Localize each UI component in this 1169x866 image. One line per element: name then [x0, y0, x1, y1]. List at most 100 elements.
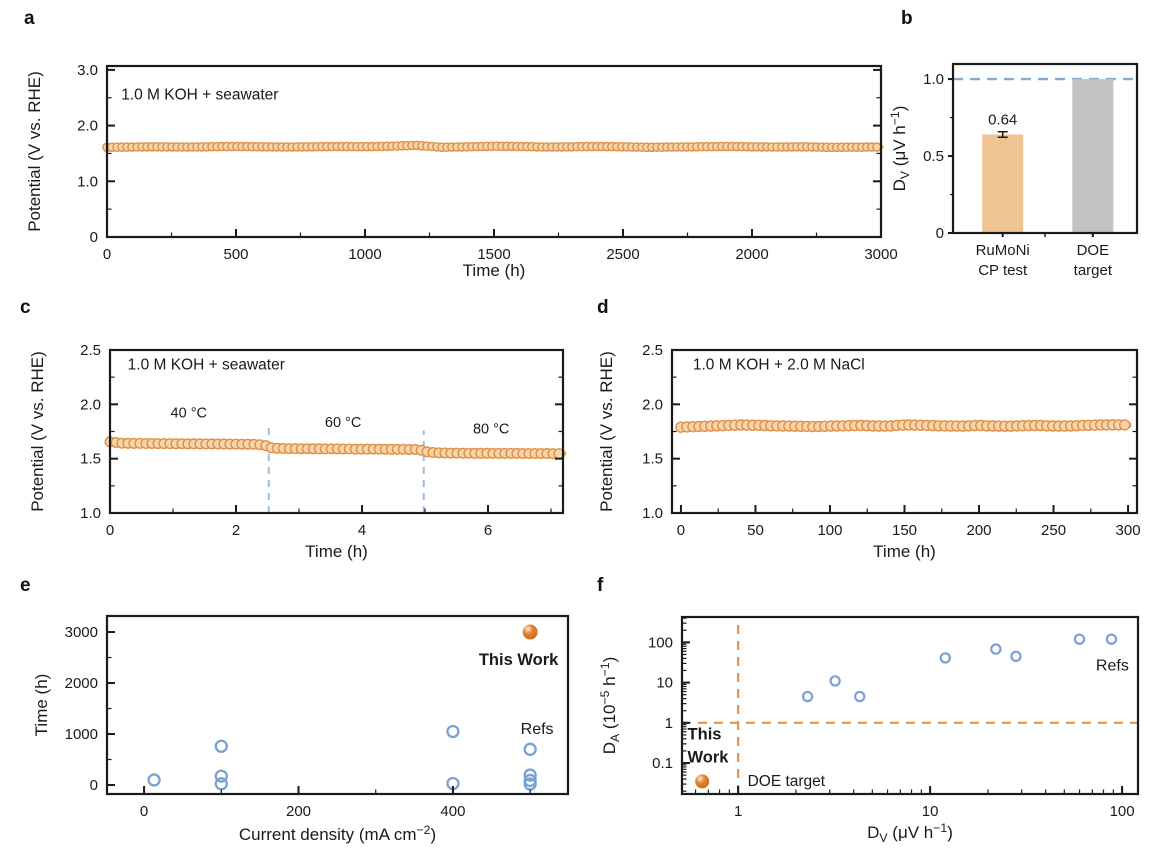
bar-1 [1072, 79, 1114, 233]
annotation-text: 1.0 M KOH + seawater [121, 86, 278, 103]
ref-data-point [214, 777, 228, 791]
y-tick-label: 2.0 [642, 396, 663, 413]
y-tick-label: 0 [90, 777, 98, 794]
ref-data-point [214, 739, 228, 753]
ref-data-point [854, 690, 866, 703]
panel-d-chart: 0 50 100 150 200 250 300 1.0 1.5 2.0 2.5 Time (h) Po… [597, 342, 1141, 561]
annotation-text: This Work [479, 651, 559, 669]
y-tick-label: 0 [936, 225, 944, 242]
ref-data-point [1105, 633, 1118, 645]
category-label: CP test [978, 262, 1028, 279]
y-tick-label: 0.5 [923, 148, 944, 165]
x-tick-label: 1500 [477, 246, 510, 263]
ref-data-point [147, 773, 161, 787]
y-axis-title: Potential (V vs. RHE) [28, 351, 47, 512]
x-tick-label: 250 [1041, 522, 1066, 539]
x-tick-label: 6 [484, 522, 492, 539]
x-tick-label: 300 [1116, 522, 1141, 539]
annotation-text: DOE target [748, 773, 826, 790]
axis-frame [951, 62, 1139, 235]
x-tick-label: 50 [747, 522, 764, 539]
x-tick-label: 100 [1110, 803, 1135, 820]
bar-value-label: 0.64 [988, 111, 1017, 128]
ref-data-point [990, 643, 1002, 655]
y-axis-title: Time (h) [32, 674, 51, 737]
x-tick-label: 0 [103, 246, 111, 263]
y-tick-label: 1.0 [80, 505, 101, 522]
annotation-text: 1.0 M KOH + seawater [128, 357, 285, 374]
this-work-point [695, 774, 710, 789]
panel-b-letter: b [901, 8, 913, 29]
category-label: target [1074, 262, 1113, 279]
y-tick-label: 2.5 [80, 342, 101, 359]
x-tick-label: 200 [286, 803, 311, 820]
panel-c-letter: c [20, 297, 31, 318]
ref-data-point [214, 769, 228, 783]
ref-data-point [829, 675, 841, 687]
annotation-text: 80 °C [473, 422, 509, 438]
band-marker [1118, 419, 1131, 431]
x-axis-title: Time (h) [305, 542, 368, 561]
annotation-text: Refs [1096, 657, 1129, 674]
annotation-text: Work [688, 749, 730, 767]
y-tick-label: 0.1 [652, 755, 673, 772]
x-tick-label: 2 [232, 522, 240, 539]
x-tick-label: 0 [106, 522, 114, 539]
x-tick-label: 3000 [864, 246, 897, 263]
axis-frame [105, 64, 883, 239]
annotation-text: 40 °C [171, 405, 207, 421]
ref-data-point [446, 724, 460, 739]
x-axis-title: Current density (mA cm−2) [239, 823, 436, 844]
x-tick-label: 4 [358, 522, 366, 539]
y-axis-title: DA (10−5 h−1) [598, 657, 622, 755]
panel-b-chart: 0.64 RuMoNi CP test DOE target 0 0.5 1.0 DV (μV … [888, 62, 1139, 279]
x-tick-label: 10 [922, 803, 939, 820]
ref-data-point [939, 652, 952, 664]
y-tick-label: 0 [90, 229, 98, 246]
x-axis-title: Time (h) [873, 542, 936, 561]
ref-data-point [1010, 650, 1022, 663]
category-label: RuMoNi [976, 242, 1030, 259]
y-tick-label: 100 [648, 634, 673, 651]
x-tick-label: 0 [677, 522, 685, 539]
y-axis-title: Potential (V vs. RHE) [597, 351, 616, 512]
panel-a-letter: a [24, 8, 35, 29]
annotation-text: 1.0 M KOH + 2.0 M NaCl [693, 357, 865, 374]
y-tick-label: 3.0 [77, 62, 98, 79]
panel-f-letter: f [597, 575, 604, 596]
panel-d-letter: d [597, 297, 609, 318]
x-tick-label: 400 [440, 803, 465, 820]
y-tick-label: 1000 [65, 726, 98, 743]
x-tick-label: 1 [734, 803, 742, 820]
y-tick-label: 1.0 [923, 71, 944, 88]
y-tick-label: 10 [656, 675, 673, 692]
y-tick-label: 2.0 [80, 396, 101, 413]
axis-frame [680, 615, 1140, 796]
y-tick-label: 1.0 [642, 505, 663, 522]
axis-frame [105, 614, 570, 796]
bar-0 [982, 134, 1024, 233]
x-tick-label: 0 [140, 803, 148, 820]
annotation-text: 60 °C [325, 415, 361, 431]
annotation-text: This [688, 726, 722, 744]
category-label: DOE [1077, 242, 1110, 259]
y-tick-label: 2000 [65, 675, 98, 692]
x-tick-label: 100 [817, 522, 842, 539]
ref-data-point [523, 742, 537, 756]
y-tick-label: 2.0 [77, 118, 98, 135]
y-tick-label: 1.5 [642, 451, 663, 468]
ref-data-point [801, 690, 814, 703]
this-work-point [522, 624, 538, 640]
ref-data-point [1073, 633, 1086, 645]
y-tick-label: 1.0 [77, 173, 98, 190]
axis-frame [108, 348, 565, 515]
panel-f-chart: 1 10 100 0.1 1 10 100 DV (μV h−1) DA (10−5 h−1) T… [598, 615, 1140, 845]
annotation-text: Refs [521, 721, 554, 738]
y-tick-label: 1.5 [80, 451, 101, 468]
band-marker [872, 142, 882, 152]
y-axis-title: Potential (V vs. RHE) [25, 71, 44, 232]
x-tick-label: 150 [892, 522, 917, 539]
x-tick-label: 200 [967, 522, 992, 539]
